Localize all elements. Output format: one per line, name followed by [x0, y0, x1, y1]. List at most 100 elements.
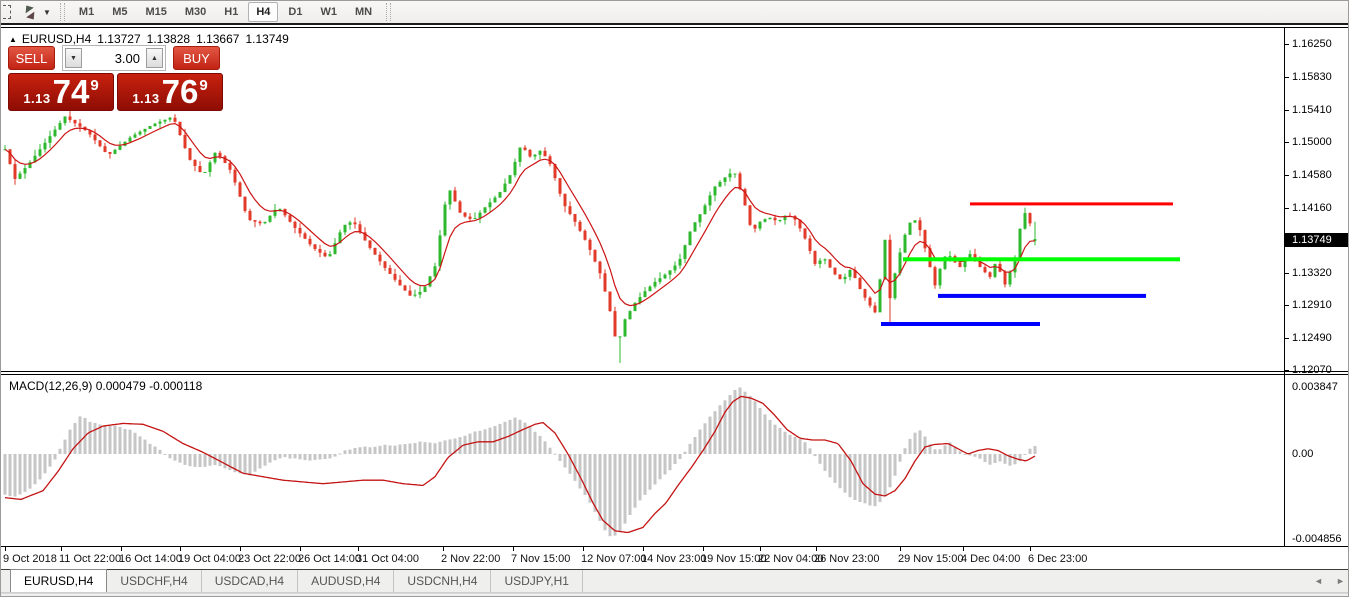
time-axis-tick [583, 547, 584, 551]
bar-open: 1.13727 [97, 32, 141, 46]
chart-tab-audusd-h4[interactable]: AUDUSD,H4 [298, 570, 395, 592]
panel-collapse-icon[interactable]: ▲ [9, 34, 17, 44]
sell-price-display[interactable]: 1.13 74 9 [8, 73, 114, 111]
macd-signal-line [4, 395, 1036, 534]
time-axis-tick [963, 547, 964, 551]
tabs-scroll-left-icon[interactable]: ◄ [1314, 576, 1323, 586]
price-axis-tick [1284, 110, 1289, 111]
timeframe-button-h4[interactable]: H4 [248, 2, 279, 22]
timeframe-button-h1[interactable]: H1 [224, 6, 239, 18]
time-axis-label: 9 Oct 2018 [3, 553, 57, 565]
time-axis-tick [816, 547, 817, 551]
price-axis-label: 1.14160 [1292, 202, 1332, 214]
pane-splitter-top[interactable] [1, 371, 1348, 372]
price-axis-tick [1284, 77, 1289, 78]
time-axis-tick [5, 547, 6, 551]
volume-decrease-button[interactable]: ▼ [65, 48, 82, 68]
timeframe-button-m15[interactable]: M15 [145, 6, 167, 18]
time-axis-tick [300, 547, 301, 551]
tab-bar: EURUSD,H4 USDCHF,H4 USDCAD,H4 AUDUSD,H4 USDC… [1, 569, 1348, 593]
price-axis-label: 1.15410 [1292, 104, 1332, 116]
timeframe-button-m30[interactable]: M30 [184, 6, 207, 18]
time-axis-label: 7 Nov 15:00 [511, 553, 571, 565]
macd-axis-label: -0.004856 [1292, 533, 1342, 545]
time-axis-tick [643, 547, 644, 551]
price-axis-label: 1.15830 [1292, 71, 1332, 83]
sell-button[interactable]: SELL [8, 46, 55, 70]
candlestick-series [3, 111, 1037, 363]
price-axis-label: 1.15000 [1292, 136, 1332, 148]
price-axis-label: 1.14580 [1292, 169, 1332, 181]
timeframe-button-m1[interactable]: M1 [78, 6, 95, 18]
time-axis-label: 19 Oct 04:00 [178, 553, 241, 565]
macd-pane[interactable] [3, 375, 1284, 546]
macd-axis-label: 0.00 [1292, 448, 1314, 460]
tabs-scroll-right-icon[interactable]: ► [1336, 576, 1345, 586]
time-axis-label: 14 Nov 23:00 [641, 553, 707, 565]
time-axis-label: 23 Oct 22:00 [238, 553, 301, 565]
time-axis-tick [61, 547, 62, 551]
time-axis[interactable]: 9 Oct 2018 11 Oct 22:00 16 Oct 14:00 19 Oct… [1, 547, 1348, 569]
macd-bottom-border [1, 546, 1348, 547]
time-axis-tick [240, 547, 241, 551]
time-axis-tick [1030, 547, 1031, 551]
price-axis-label: 1.16250 [1292, 38, 1332, 50]
price-axis-tick [1284, 338, 1289, 339]
volume-increase-button[interactable]: ▲ [146, 48, 163, 68]
pivot-line[interactable] [903, 257, 1180, 262]
bar-low: 1.13667 [196, 32, 240, 46]
chart-tab-usdjpy-h1[interactable]: USDJPY,H1 [491, 570, 583, 592]
pane-splitter-bottom[interactable] [1, 374, 1348, 375]
up-down-arrows-icon[interactable] [22, 5, 38, 20]
price-axis-label: 1.12070 [1292, 364, 1332, 376]
current-price-tag: 1.13749 [1285, 233, 1348, 247]
time-axis-label: 19 Nov 15:00 [701, 553, 767, 565]
volume-input[interactable] [82, 48, 146, 68]
timeframe-button-d1[interactable]: D1 [288, 6, 303, 18]
chart-tab-usdcad-h4[interactable]: USDCAD,H4 [202, 570, 299, 592]
time-axis-label: 2 Nov 22:00 [441, 553, 501, 565]
dashed-box-icon[interactable] [1, 5, 11, 19]
support-line-2[interactable] [881, 322, 1040, 326]
time-axis-tick [900, 547, 901, 551]
support-line-1[interactable] [938, 293, 1146, 298]
buy-button[interactable]: BUY [173, 46, 220, 70]
macd-axis-label: 0.003847 [1292, 381, 1338, 393]
time-axis-tick [703, 547, 704, 551]
toolbar-separator [59, 3, 65, 21]
price-axis-tick [1284, 142, 1289, 143]
axis-bottom-border [1, 569, 1348, 570]
time-axis-label: 6 Dec 23:00 [1028, 553, 1088, 565]
price-axis-border [1284, 27, 1285, 547]
bar-close: 1.13749 [245, 32, 289, 46]
price-axis-tick [1284, 370, 1289, 371]
time-axis-label: 11 Oct 22:00 [59, 553, 122, 565]
caret-down-icon[interactable]: ▼ [43, 7, 51, 17]
chart-symbol: EURUSD,H4 [21, 32, 92, 46]
volume-control: ▼ ▲ [62, 45, 166, 71]
time-axis-label: 31 Oct 04:00 [356, 553, 419, 565]
buy-price-display[interactable]: 1.13 76 9 [117, 73, 223, 111]
time-axis-label: 29 Nov 15:00 [898, 553, 964, 565]
resistance-line[interactable] [970, 202, 1173, 206]
time-axis-tick [358, 547, 359, 551]
chart-tab-eurusd-h4[interactable]: EURUSD,H4 [10, 569, 108, 592]
sell-price-small: 1.13 [23, 90, 51, 106]
timeframe-button-m5[interactable]: M5 [112, 6, 128, 18]
time-axis-tick [180, 547, 181, 551]
status-bar [1, 593, 1348, 596]
price-axis-label: 1.13320 [1292, 267, 1332, 279]
timeframe-button-w1[interactable]: W1 [320, 6, 337, 18]
chart-top-border [1, 27, 1348, 28]
time-axis-label: 26 Oct 14:00 [298, 553, 361, 565]
moving-average-line [4, 122, 1036, 307]
price-axis-tick [1284, 44, 1289, 45]
chart-tab-usdchf-h4[interactable]: USDCHF,H4 [107, 570, 202, 592]
buy-price-sup: 9 [199, 76, 208, 94]
timeframe-button-mn[interactable]: MN [354, 6, 373, 18]
price-chart-pane[interactable] [3, 28, 1284, 371]
time-axis-tick [443, 547, 444, 551]
chart-tab-usdcnh-h4[interactable]: USDCNH,H4 [394, 570, 492, 592]
time-axis-tick [760, 547, 761, 551]
